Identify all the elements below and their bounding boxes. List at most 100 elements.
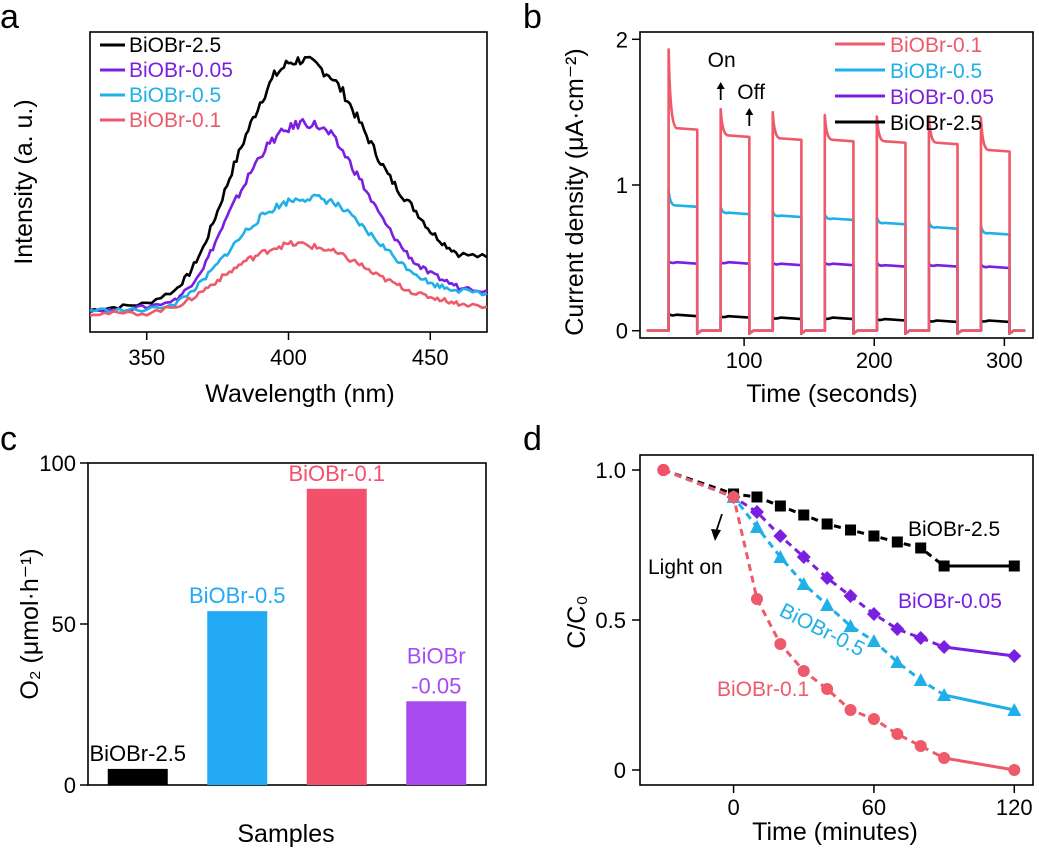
panel-b-ytick-label-1: 1 bbox=[616, 173, 628, 198]
panel-a-series-biobr-0-05 bbox=[89, 118, 488, 314]
panel-d-series-tail-biobr-0-05 bbox=[943, 645, 1015, 658]
panel-d-point-biobr-2-5-3 bbox=[774, 500, 786, 512]
panel-d-point-biobr-2-5-5 bbox=[821, 518, 833, 530]
panel-d-point-biobr-0-5-8 bbox=[890, 655, 905, 668]
panel-c-bar-biobr-0-1 bbox=[306, 488, 367, 785]
panel-d-point-biobr-0-5-11 bbox=[1007, 703, 1022, 716]
panel-d-point-biobr-0-05-10 bbox=[937, 640, 952, 654]
panel-d-ytick-label-1: 0.5 bbox=[595, 608, 626, 633]
panel-d-point-biobr-0-1-2 bbox=[750, 593, 763, 605]
panel-a-ylabel: Intensity (a. u.) bbox=[10, 99, 38, 264]
panel-d-point-biobr-0-5-3 bbox=[773, 550, 788, 563]
panel-b-legend-biobr-2-5: BiOBr-2.5 bbox=[890, 112, 982, 135]
panel-a-legend-biobr-2-5: BiOBr-2.5 bbox=[129, 34, 221, 57]
panel-a-xtick-label-450: 450 bbox=[412, 345, 449, 370]
panel-label-d: d bbox=[523, 420, 542, 458]
panel-d-series-label-biobr-0-05: BiOBr-0.05 bbox=[898, 590, 1002, 613]
panel-a-legend-biobr-0-05: BiOBr-0.05 bbox=[129, 59, 233, 82]
panel-d-xtick-label-60: 60 bbox=[862, 795, 886, 820]
panel-d-point-biobr-0-5-7 bbox=[866, 634, 881, 647]
panel-d-degradation: 0 60 120 0 0.5 1.0 BiOBr-2.5 BiOBr-0.05 BiOBr-0… bbox=[563, 454, 1034, 846]
panel-d-annotation-arrowhead bbox=[711, 529, 721, 541]
panel-a-series-biobr-0-5 bbox=[89, 193, 488, 314]
panel-d-point-biobr-2-5-6 bbox=[845, 524, 857, 536]
panel-d-point-biobr-0-1-5 bbox=[821, 683, 834, 695]
panel-label-a: a bbox=[0, 0, 19, 36]
panel-d-point-biobr-2-5-8 bbox=[891, 536, 903, 548]
panel-d-series-tail-biobr-0-5 bbox=[943, 693, 1015, 712]
panel-d-annotation-arrow bbox=[715, 513, 723, 533]
panel-d-point-biobr-2-5-7 bbox=[868, 530, 880, 542]
panel-d-point-biobr-0-1-8 bbox=[891, 728, 904, 740]
panel-d-xlabel: Time (minutes) bbox=[752, 818, 918, 846]
panel-b-annotation-arrowhead-off bbox=[745, 108, 754, 115]
panel-d-point-biobr-0-5-10 bbox=[937, 688, 952, 701]
panel-d-point-biobr-0-05-6 bbox=[843, 589, 858, 603]
panel-d-annotation-light-on: Light on bbox=[648, 556, 723, 579]
panel-d-point-biobr-0-1-4 bbox=[797, 665, 810, 677]
panel-d-point-biobr-2-5-9 bbox=[915, 542, 927, 554]
panel-b-legend-biobr-0-05: BiOBr-0.05 bbox=[890, 86, 994, 109]
panel-d-frame bbox=[639, 454, 1034, 786]
panel-c-ylabel: O₂ (μmol·h⁻¹) bbox=[16, 548, 44, 699]
panel-b-photocurrent: 100 200 300 0 1 2 BiOBr-0.1 BiOBr-0.5 BiOBr-0.0… bbox=[561, 27, 1034, 408]
panel-a-xtick-label-400: 400 bbox=[270, 345, 307, 370]
panel-b-xlabel: Time (seconds) bbox=[746, 380, 917, 408]
panel-d-point-biobr-2-5-2 bbox=[751, 491, 763, 503]
panel-d-point-biobr-0-5-4 bbox=[796, 577, 811, 590]
panel-d-point-biobr-2-5-10 bbox=[938, 560, 950, 572]
panel-d-series-label-biobr-2-5: BiOBr-2.5 bbox=[908, 518, 1000, 541]
panel-b-xtick-label-100: 100 bbox=[726, 348, 763, 373]
panel-b-series-biobr-0-05 bbox=[646, 259, 1026, 335]
panel-d-point-biobr-0-05-5 bbox=[820, 571, 835, 585]
panel-d-point-biobr-0-1-3 bbox=[774, 638, 787, 650]
panel-b-annotation-off: Off bbox=[737, 81, 765, 104]
panel-d-xtick-label-0: 0 bbox=[727, 795, 739, 820]
panel-a-xlabel: Wavelength (nm) bbox=[205, 380, 394, 408]
panel-c-ytick-label-100: 100 bbox=[39, 451, 76, 476]
panel-b-ytick-label-0: 0 bbox=[616, 319, 628, 344]
panel-d-point-biobr-0-1-6 bbox=[844, 704, 857, 716]
panel-d-point-biobr-0-05-8 bbox=[890, 622, 905, 636]
panel-d-point-biobr-0-05-11 bbox=[1007, 649, 1022, 663]
panel-d-point-biobr-0-05-9 bbox=[913, 631, 928, 645]
panel-b-legend-biobr-0-5: BiOBr-0.5 bbox=[890, 60, 982, 83]
panel-d-point-biobr-0-5-5 bbox=[820, 598, 835, 611]
panel-d-series-biobr-0-1 bbox=[662, 468, 945, 760]
panel-d-point-biobr-0-1-11 bbox=[1008, 764, 1021, 776]
panel-b-ytick-label-2: 2 bbox=[616, 27, 628, 52]
panel-b-xtick-label-300: 300 bbox=[986, 348, 1023, 373]
panel-b-ylabel: Current density (μA·cm⁻²) bbox=[561, 48, 589, 335]
panel-c-bar-biobr-0-05 bbox=[406, 701, 467, 785]
panel-d-point-biobr-0-5-6 bbox=[843, 619, 858, 632]
panel-d-point-biobr-0-05-4 bbox=[796, 550, 811, 564]
panel-d-point-biobr-0-05-7 bbox=[866, 607, 881, 621]
panel-c-bar-label-biobr-0-1-0: BiOBr-0.1 bbox=[288, 461, 385, 486]
panel-d-point-biobr-0-05-2 bbox=[749, 505, 764, 519]
panel-d-series-biobr-0-05 bbox=[662, 468, 945, 649]
panel-a-legend-biobr-0-5: BiOBr-0.5 bbox=[129, 84, 221, 107]
panel-label-b: b bbox=[523, 0, 542, 36]
panel-d-point-biobr-0-1-9 bbox=[914, 740, 927, 752]
panel-d-ytick-label-2: 1.0 bbox=[595, 458, 626, 483]
panel-label-c: c bbox=[0, 420, 17, 458]
panel-d-series-tail-biobr-0-1 bbox=[943, 756, 1015, 772]
panel-d-point-biobr-0-1-10 bbox=[938, 752, 951, 764]
panel-b-series-biobr-0-1 bbox=[646, 48, 1026, 335]
panel-a-series-biobr-2-5 bbox=[89, 55, 488, 312]
panel-b-legend-biobr-0-1: BiOBr-0.1 bbox=[890, 34, 982, 57]
panel-d-xtick-label-120: 120 bbox=[996, 795, 1033, 820]
panel-a-series-biobr-0-1 bbox=[89, 239, 488, 317]
panel-d-point-biobr-0-05-3 bbox=[773, 529, 788, 543]
panel-b-annotation-arrowhead-on bbox=[716, 82, 725, 89]
panel-d-point-biobr-2-5-4 bbox=[798, 509, 810, 521]
panel-a-legend-biobr-0-1: BiOBr-0.1 bbox=[129, 109, 221, 132]
panel-d-series-label-biobr-0-1: BiOBr-0.1 bbox=[717, 678, 809, 701]
panel-b-annotation-on: On bbox=[708, 49, 736, 72]
panel-d-ytick-label-0: 0 bbox=[614, 758, 626, 783]
panel-c-bar-label-biobr-0-05-1: -0.05 bbox=[411, 673, 461, 698]
panel-d-point-biobr-0-1-7 bbox=[867, 713, 880, 725]
panel-c-ytick-label-0: 0 bbox=[64, 773, 76, 798]
panel-d-point-biobr-0-5-9 bbox=[913, 673, 928, 686]
